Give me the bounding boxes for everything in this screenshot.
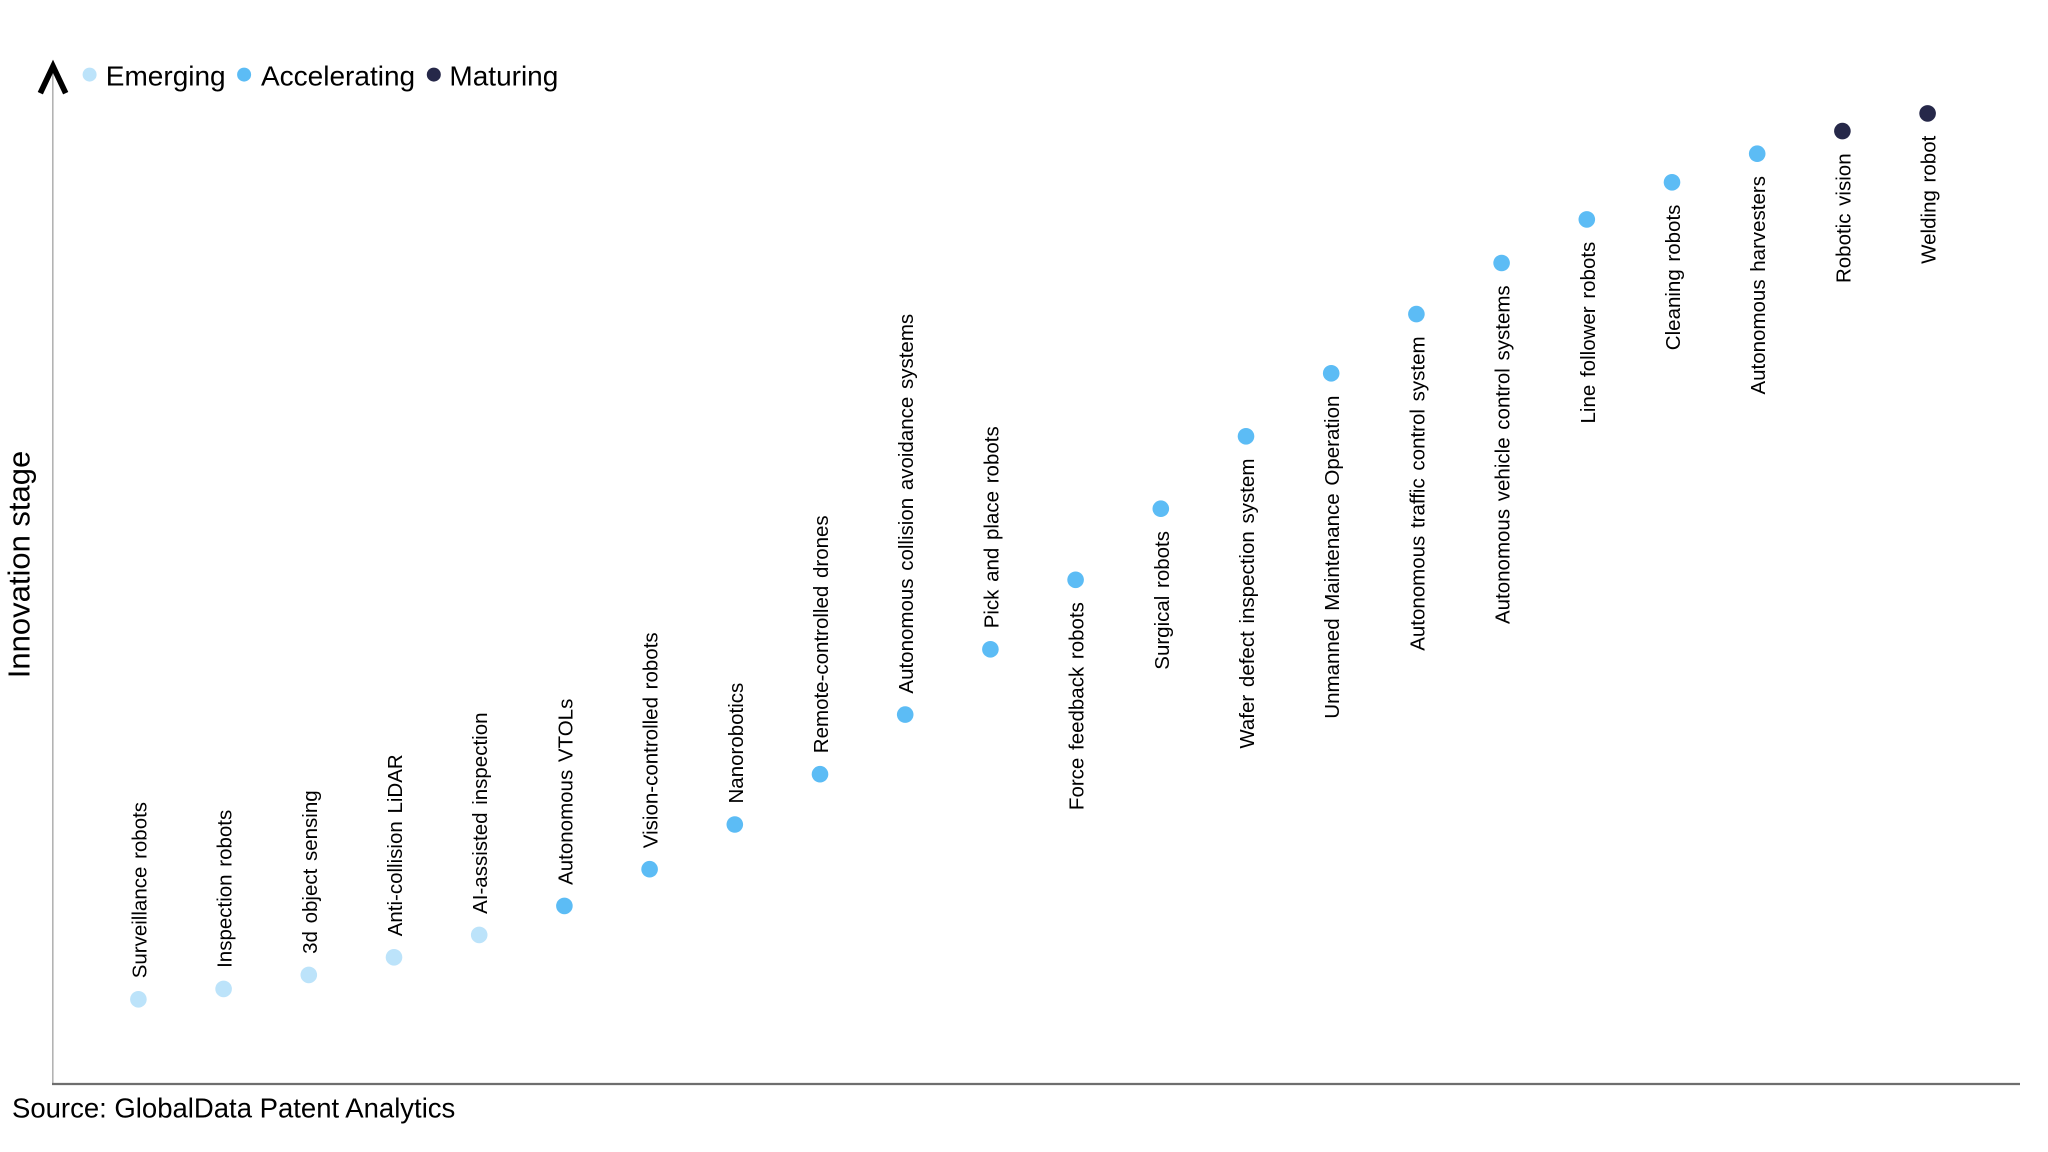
svg-text:Cleaning robots: Cleaning robots (1662, 205, 1685, 351)
svg-text:Surveillance robots: Surveillance robots (128, 802, 151, 978)
svg-text:Autonomous VTOLs: Autonomous VTOLs (554, 699, 577, 885)
svg-text:Force feedback robots: Force feedback robots (1066, 602, 1089, 810)
svg-text:Accelerating: Accelerating (261, 61, 415, 92)
svg-text:Autonomous vehicle control sys: Autonomous vehicle control systems (1492, 285, 1515, 624)
svg-text:Autonomous collision avoidance: Autonomous collision avoidance systems (895, 314, 918, 694)
svg-text:Line follower robots: Line follower robots (1577, 242, 1600, 424)
svg-text:Remote-controlled drones: Remote-controlled drones (810, 515, 833, 753)
svg-text:AI-assisted inspection: AI-assisted inspection (469, 712, 492, 913)
svg-text:Surgical robots: Surgical robots (1151, 531, 1174, 670)
svg-text:Innovation stage: Innovation stage (2, 451, 37, 679)
svg-text:Wafer defect inspection system: Wafer defect inspection system (1236, 459, 1259, 749)
svg-text:Anti-collision LiDAR: Anti-collision LiDAR (384, 754, 407, 936)
svg-text:Unmanned Maintenance Operation: Unmanned Maintenance Operation (1321, 396, 1344, 719)
svg-text:Source: GlobalData Patent Anal: Source: GlobalData Patent Analytics (12, 1093, 455, 1124)
svg-text:Autonomous harvesters: Autonomous harvesters (1747, 176, 1770, 395)
svg-text:3d object sensing: 3d object sensing (299, 790, 322, 954)
svg-text:Nanorobotics: Nanorobotics (725, 683, 748, 804)
svg-text:Welding robot: Welding robot (1918, 135, 1941, 263)
svg-text:Pick and place robots: Pick and place robots (980, 426, 1003, 628)
svg-text:Emerging: Emerging (106, 61, 226, 92)
svg-text:Maturing: Maturing (449, 61, 558, 92)
svg-text:Inspection robots: Inspection robots (214, 810, 237, 968)
svg-text:Robotic vision: Robotic vision (1832, 153, 1855, 283)
svg-text:Vision-controlled robots: Vision-controlled robots (640, 632, 663, 848)
svg-text:Autonomous traffic control sys: Autonomous traffic control system (1406, 336, 1429, 650)
